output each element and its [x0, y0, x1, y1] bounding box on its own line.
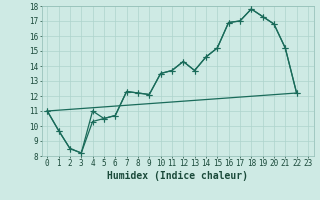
X-axis label: Humidex (Indice chaleur): Humidex (Indice chaleur): [107, 171, 248, 181]
